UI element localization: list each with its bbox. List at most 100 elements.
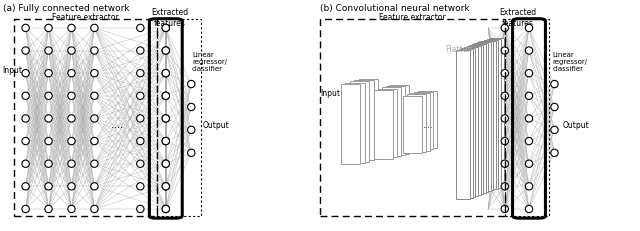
- Text: ....: ....: [422, 120, 432, 129]
- Ellipse shape: [162, 205, 170, 213]
- Ellipse shape: [91, 115, 98, 123]
- Ellipse shape: [525, 93, 532, 100]
- Ellipse shape: [525, 115, 532, 123]
- Text: Output: Output: [203, 120, 230, 129]
- Ellipse shape: [188, 127, 195, 134]
- Ellipse shape: [22, 93, 29, 100]
- Text: Linear
regressor/
classifier: Linear regressor/ classifier: [192, 52, 227, 72]
- Text: (b) Convolutional neural network: (b) Convolutional neural network: [320, 4, 470, 13]
- Ellipse shape: [525, 160, 532, 168]
- Text: Flatten: Flatten: [445, 45, 472, 54]
- Ellipse shape: [501, 70, 509, 77]
- Ellipse shape: [162, 138, 170, 145]
- Bar: [505, 20, 549, 216]
- Ellipse shape: [162, 70, 170, 77]
- Ellipse shape: [45, 138, 52, 145]
- Bar: [359, 79, 378, 159]
- Bar: [487, 40, 501, 188]
- Ellipse shape: [188, 104, 195, 111]
- Ellipse shape: [91, 138, 98, 145]
- Ellipse shape: [68, 160, 75, 168]
- Ellipse shape: [91, 70, 98, 77]
- Text: (a) Fully connected network: (a) Fully connected network: [3, 4, 129, 13]
- Ellipse shape: [136, 48, 144, 55]
- Bar: [456, 50, 470, 199]
- Bar: [378, 89, 397, 158]
- Ellipse shape: [551, 127, 558, 134]
- Ellipse shape: [91, 183, 98, 190]
- Ellipse shape: [22, 138, 29, 145]
- Ellipse shape: [45, 93, 52, 100]
- Bar: [386, 87, 404, 155]
- Ellipse shape: [162, 160, 170, 168]
- Ellipse shape: [162, 138, 170, 145]
- Ellipse shape: [501, 115, 509, 123]
- Bar: [157, 20, 202, 216]
- Bar: [403, 96, 422, 153]
- Ellipse shape: [162, 183, 170, 190]
- Bar: [464, 48, 478, 196]
- Ellipse shape: [136, 70, 144, 77]
- Ellipse shape: [525, 70, 532, 77]
- Ellipse shape: [91, 205, 98, 213]
- Ellipse shape: [68, 115, 75, 123]
- Ellipse shape: [162, 70, 170, 77]
- Bar: [472, 45, 486, 193]
- Ellipse shape: [525, 183, 532, 190]
- Ellipse shape: [501, 160, 509, 168]
- Bar: [355, 81, 374, 161]
- Ellipse shape: [551, 149, 558, 157]
- Ellipse shape: [188, 149, 195, 157]
- Ellipse shape: [22, 48, 29, 55]
- Bar: [461, 49, 476, 197]
- Bar: [474, 44, 488, 192]
- Ellipse shape: [22, 115, 29, 123]
- Ellipse shape: [45, 48, 52, 55]
- Text: Input: Input: [320, 88, 340, 97]
- Text: Extracted
features: Extracted features: [499, 8, 536, 27]
- Text: Extracted
features: Extracted features: [151, 8, 188, 27]
- Ellipse shape: [501, 138, 509, 145]
- Bar: [382, 88, 401, 157]
- Ellipse shape: [68, 93, 75, 100]
- Bar: [390, 86, 408, 154]
- Ellipse shape: [525, 205, 532, 213]
- Bar: [410, 94, 429, 151]
- Bar: [482, 41, 496, 190]
- Ellipse shape: [162, 25, 170, 32]
- Ellipse shape: [22, 160, 29, 168]
- Ellipse shape: [91, 25, 98, 32]
- Bar: [490, 39, 504, 187]
- Bar: [459, 49, 473, 198]
- Ellipse shape: [162, 93, 170, 100]
- Ellipse shape: [22, 70, 29, 77]
- Bar: [467, 47, 481, 195]
- Text: Feature extractor: Feature extractor: [52, 13, 119, 22]
- Ellipse shape: [91, 93, 98, 100]
- Ellipse shape: [68, 48, 75, 55]
- Text: ....: ....: [111, 120, 124, 130]
- Bar: [374, 90, 394, 159]
- Bar: [14, 20, 157, 216]
- Ellipse shape: [136, 183, 144, 190]
- Bar: [414, 93, 433, 150]
- Ellipse shape: [136, 115, 144, 123]
- Bar: [477, 43, 491, 191]
- Ellipse shape: [22, 25, 29, 32]
- Ellipse shape: [501, 25, 509, 32]
- Ellipse shape: [22, 183, 29, 190]
- Ellipse shape: [501, 93, 509, 100]
- Ellipse shape: [162, 205, 170, 213]
- Ellipse shape: [501, 183, 509, 190]
- Ellipse shape: [162, 115, 170, 123]
- Ellipse shape: [68, 70, 75, 77]
- Ellipse shape: [136, 138, 144, 145]
- Ellipse shape: [136, 205, 144, 213]
- Bar: [484, 40, 499, 189]
- Ellipse shape: [162, 115, 170, 123]
- Ellipse shape: [91, 160, 98, 168]
- Bar: [320, 20, 505, 216]
- Ellipse shape: [45, 205, 52, 213]
- Ellipse shape: [68, 205, 75, 213]
- Bar: [346, 83, 365, 163]
